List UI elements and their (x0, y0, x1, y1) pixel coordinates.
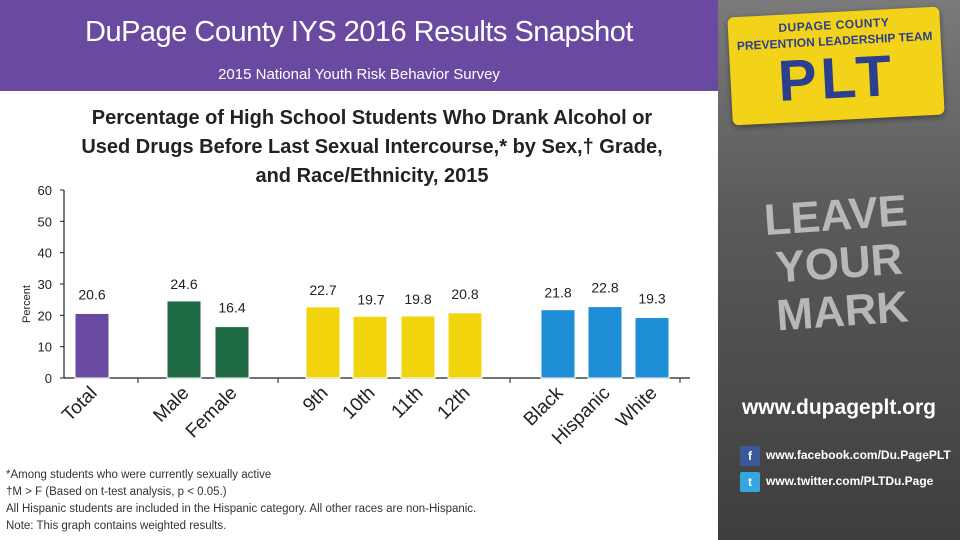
footnote: All Hispanic students are included in th… (6, 503, 477, 515)
data-label: 22.7 (309, 282, 336, 298)
facebook-icon: f (740, 446, 760, 466)
category-label: White (612, 383, 661, 432)
bar (540, 309, 576, 379)
bar (214, 326, 250, 379)
data-label: 22.8 (591, 280, 618, 296)
footnote: †M > F (Based on t-test analysis, p < 0.… (6, 486, 227, 498)
logo-plt-text: PLT (776, 42, 897, 115)
y-tick-label: 20 (38, 308, 52, 323)
y-tick-label: 0 (45, 371, 52, 386)
bar (447, 312, 483, 379)
bar (634, 317, 670, 379)
category-label: 10th (339, 383, 380, 424)
chart-title-line: Used Drugs Before Last Sexual Intercours… (81, 136, 663, 158)
category-label: 11th (388, 383, 428, 423)
bar (74, 312, 110, 379)
category-label: 9th (299, 383, 333, 417)
data-label: 20.8 (451, 286, 478, 302)
facebook-url: www.facebook.com/Du.PagePLT (766, 448, 951, 463)
y-tick-label: 40 (38, 246, 52, 261)
category-label: Male (150, 383, 194, 427)
chart-title-line: Percentage of High School Students Who D… (91, 107, 653, 129)
page-subtitle: 2015 National Youth Risk Behavior Survey (218, 66, 500, 83)
y-tick-label: 50 (38, 214, 52, 229)
bar-chart: 0 10 20 30 40 50 60 Percent 20.6 Total 24.6 Male 16.… (21, 183, 690, 449)
y-tick-label: 60 (38, 183, 52, 198)
data-label: 19.3 (638, 291, 665, 307)
data-label: 19.8 (404, 291, 431, 307)
footnote: Note: This graph contains weighted resul… (6, 520, 227, 532)
category-label: Female (182, 383, 242, 443)
bar (400, 315, 436, 379)
header-banner: DuPage County IYS 2016 Results Snapshot … (0, 0, 718, 91)
page-title: DuPage County IYS 2016 Results Snapshot (85, 16, 633, 48)
plt-logo: DUPAGE COUNTY PREVENTION LEADERSHIP TEAM… (727, 6, 945, 126)
bar (305, 306, 341, 379)
slogan: LEAVE YOUR MARK (718, 184, 960, 345)
data-label: 21.8 (544, 285, 571, 301)
bar (166, 300, 202, 379)
twitter-icon: t (740, 472, 760, 492)
sidebar-panel: DUPAGE COUNTY PREVENTION LEADERSHIP TEAM… (718, 0, 960, 540)
footnotes: *Among students who were currently sexua… (6, 467, 476, 535)
footnote: *Among students who were currently sexua… (6, 469, 272, 481)
chart-title-line: and Race/Ethnicity, 2015 (255, 165, 489, 187)
bar (587, 306, 623, 379)
category-label: Total (58, 383, 101, 426)
data-label: 19.7 (357, 291, 384, 307)
category-label: 12th (434, 383, 475, 424)
slogan-line: LEAVE YOUR (762, 186, 909, 293)
data-label: 24.6 (170, 276, 197, 292)
data-label: 16.4 (218, 300, 245, 316)
y-tick-label: 30 (38, 277, 52, 292)
twitter-url: www.twitter.com/PLTDu.Page (766, 474, 934, 489)
y-axis-label: Percent (21, 285, 33, 323)
bar (352, 315, 388, 379)
twitter-link[interactable]: t www.twitter.com/PLTDu.Page (740, 472, 933, 492)
website-link[interactable]: www.dupageplt.org (741, 396, 937, 419)
y-tick-label: 10 (38, 340, 52, 355)
data-label: 20.6 (78, 286, 105, 302)
facebook-link[interactable]: f www.facebook.com/Du.PagePLT (740, 446, 951, 466)
chart-title: Percentage of High School Students Who D… (62, 104, 682, 191)
